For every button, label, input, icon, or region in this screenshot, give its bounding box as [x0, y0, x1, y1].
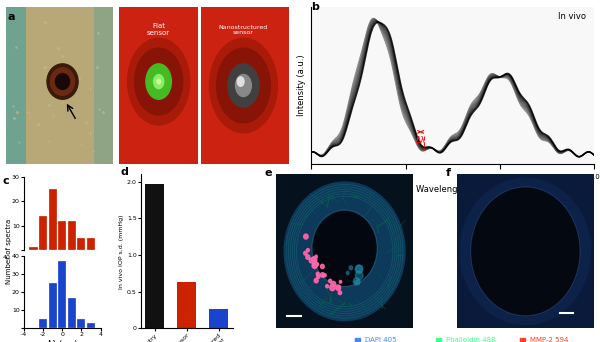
Bar	[119, 7, 198, 164]
Text: Flat
sensor: Flat sensor	[147, 23, 170, 36]
Circle shape	[312, 263, 317, 268]
Bar	[68, 298, 76, 328]
Circle shape	[237, 77, 244, 86]
Bar	[177, 282, 196, 328]
Circle shape	[354, 280, 358, 284]
Ellipse shape	[311, 210, 377, 287]
Bar	[77, 238, 85, 250]
Ellipse shape	[50, 68, 74, 95]
Bar	[87, 238, 95, 250]
Bar	[6, 7, 113, 164]
Circle shape	[306, 255, 310, 259]
Circle shape	[326, 285, 329, 288]
Bar	[77, 319, 85, 328]
Text: a: a	[7, 12, 15, 22]
Text: ■: ■	[435, 336, 445, 342]
Ellipse shape	[460, 178, 590, 325]
Circle shape	[309, 258, 314, 263]
Circle shape	[355, 265, 362, 274]
Bar	[58, 221, 67, 250]
Circle shape	[320, 264, 324, 268]
Circle shape	[320, 273, 325, 277]
Circle shape	[316, 272, 319, 276]
Circle shape	[338, 291, 341, 294]
Circle shape	[330, 285, 335, 291]
Y-axis label: In vivo IOP s.d. (mmHg): In vivo IOP s.d. (mmHg)	[119, 214, 124, 289]
Ellipse shape	[55, 74, 70, 90]
Circle shape	[329, 279, 332, 282]
X-axis label: Δλ (nm): Δλ (nm)	[47, 340, 77, 342]
Circle shape	[209, 38, 277, 133]
Circle shape	[336, 285, 341, 290]
Circle shape	[312, 258, 316, 262]
Text: e: e	[265, 168, 272, 178]
Bar	[201, 7, 289, 164]
Text: d: d	[121, 167, 129, 177]
Circle shape	[134, 48, 182, 115]
Circle shape	[356, 280, 360, 284]
Bar	[39, 319, 47, 328]
Bar	[94, 7, 113, 164]
Bar	[39, 216, 47, 250]
Circle shape	[304, 234, 308, 239]
Ellipse shape	[470, 187, 580, 316]
Text: Number of spectra: Number of spectra	[6, 219, 12, 284]
Text: ■: ■	[354, 336, 364, 342]
Circle shape	[337, 286, 340, 289]
Bar	[49, 283, 57, 328]
Circle shape	[331, 281, 336, 287]
Circle shape	[356, 265, 362, 273]
Circle shape	[157, 79, 160, 84]
Circle shape	[340, 280, 341, 283]
Circle shape	[217, 48, 271, 123]
Circle shape	[314, 278, 318, 283]
Bar	[68, 221, 76, 250]
Ellipse shape	[47, 64, 78, 99]
X-axis label: Wavelength (nm): Wavelength (nm)	[416, 185, 489, 195]
Circle shape	[304, 251, 307, 255]
Circle shape	[355, 271, 363, 280]
Y-axis label: Intensity (a.u.): Intensity (a.u.)	[297, 55, 306, 116]
Text: ■: ■	[519, 336, 529, 342]
Bar	[87, 323, 95, 328]
Circle shape	[236, 75, 251, 96]
Ellipse shape	[284, 182, 405, 321]
Circle shape	[307, 249, 310, 252]
Circle shape	[154, 75, 164, 89]
Circle shape	[228, 64, 259, 107]
Text: 40: 40	[2, 255, 10, 261]
Circle shape	[313, 261, 318, 267]
Bar	[6, 7, 26, 164]
Text: Nanostructured
sensor: Nanostructured sensor	[219, 25, 268, 35]
Circle shape	[346, 272, 349, 275]
Bar	[29, 247, 38, 250]
Circle shape	[349, 266, 353, 270]
Bar	[145, 184, 164, 328]
Text: c: c	[2, 176, 9, 186]
Text: In vivo: In vivo	[557, 12, 586, 21]
Text: f: f	[446, 168, 451, 178]
Circle shape	[128, 38, 190, 125]
Circle shape	[316, 263, 319, 266]
Bar	[209, 308, 229, 328]
Text: Phalloidin 488: Phalloidin 488	[446, 337, 496, 342]
Text: b: b	[311, 2, 319, 12]
Text: DAPI 405: DAPI 405	[365, 337, 396, 342]
Bar	[49, 189, 57, 250]
Circle shape	[315, 255, 317, 258]
Circle shape	[317, 275, 320, 278]
Circle shape	[146, 64, 172, 99]
Text: MMP-2 594: MMP-2 594	[530, 337, 568, 342]
Circle shape	[323, 274, 326, 277]
Circle shape	[312, 257, 317, 262]
Bar	[58, 261, 67, 328]
Circle shape	[353, 278, 360, 285]
Text: Δλ: Δλ	[416, 136, 425, 145]
